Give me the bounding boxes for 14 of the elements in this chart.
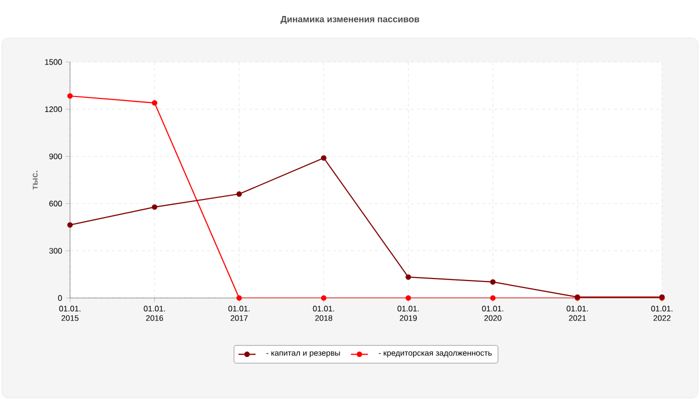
point	[152, 100, 158, 106]
y-axis-title: тыс.	[32, 170, 38, 190]
point	[406, 295, 412, 301]
point	[320, 295, 326, 301]
point	[236, 191, 242, 197]
point	[67, 222, 73, 228]
point	[320, 155, 326, 161]
point	[67, 93, 73, 99]
point	[236, 295, 242, 301]
point	[152, 204, 158, 210]
point	[406, 274, 412, 280]
point	[490, 295, 496, 301]
chart-title: Динамика изменения пассивов	[280, 16, 420, 24]
point	[490, 279, 496, 285]
